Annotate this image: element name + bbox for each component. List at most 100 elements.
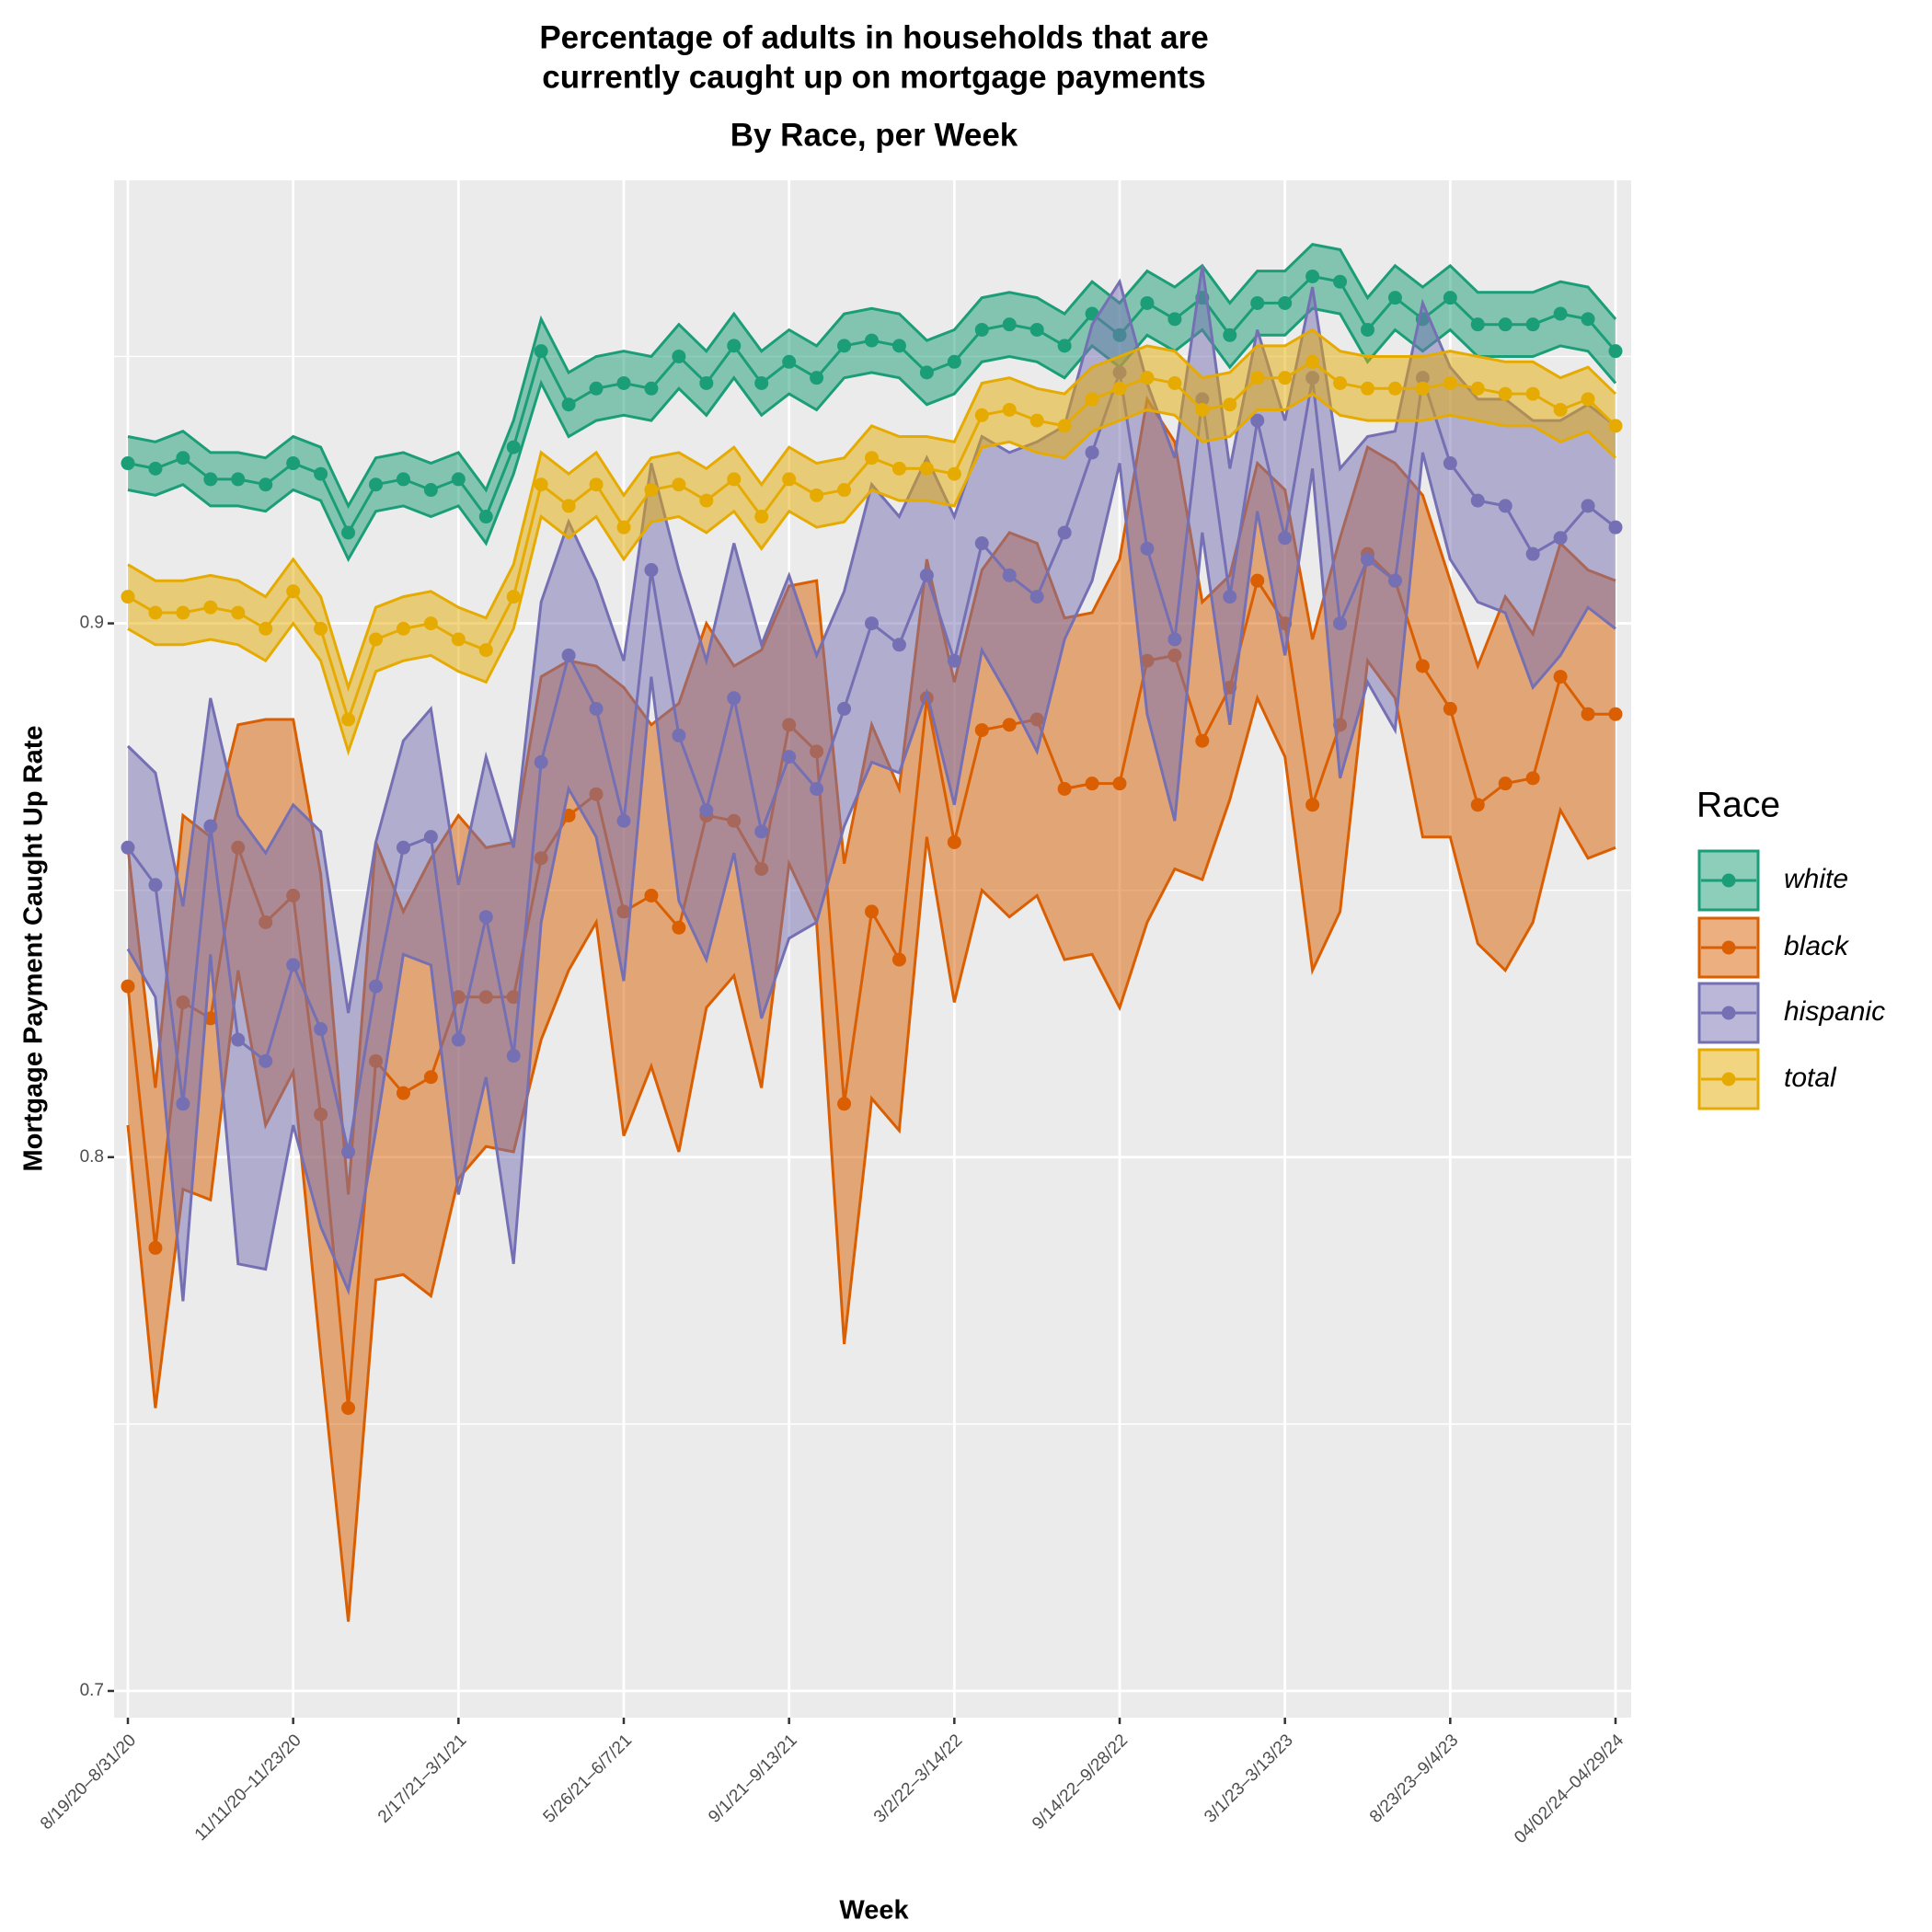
data-point [1608, 344, 1623, 359]
data-point [1553, 306, 1568, 321]
data-point [616, 375, 631, 390]
data-point [1581, 392, 1595, 407]
legend-label: hispanic [1784, 996, 1885, 1027]
data-point [396, 472, 410, 487]
legend-label: white [1784, 864, 1848, 894]
band-lower-edge [127, 392, 1617, 756]
data-point [1443, 291, 1457, 305]
data-point [947, 354, 961, 369]
legend-key-point [1721, 940, 1736, 955]
data-point [837, 483, 852, 498]
data-point [423, 830, 438, 845]
data-point [947, 834, 961, 849]
band-lower-edge [126, 452, 1616, 1302]
data-point [451, 632, 466, 647]
data-point [1085, 445, 1099, 460]
data-point [1057, 781, 1072, 796]
data-point [1333, 616, 1348, 631]
data-point [1608, 520, 1623, 535]
confidence-band [128, 329, 1616, 752]
data-point [1498, 386, 1512, 401]
data-point [1333, 375, 1348, 390]
data-point [810, 781, 824, 796]
data-point [1415, 381, 1430, 396]
legend-key-point [1721, 1006, 1736, 1020]
data-point [919, 461, 934, 476]
data-point [1085, 776, 1099, 791]
data-point [672, 728, 686, 742]
data-point [782, 472, 797, 487]
data-point [286, 456, 301, 471]
data-point [1525, 317, 1540, 332]
data-point [506, 440, 521, 454]
data-point [341, 712, 356, 727]
data-point [259, 477, 273, 492]
legend-key-point [1721, 873, 1736, 888]
data-point [506, 1049, 521, 1064]
data-point [672, 349, 686, 363]
data-point [1167, 632, 1182, 647]
data-point [782, 750, 797, 765]
plot-area [121, 242, 1623, 1622]
data-point [865, 904, 879, 919]
data-point [616, 813, 631, 828]
data-point [1470, 317, 1485, 332]
data-point [1112, 776, 1127, 791]
data-point [891, 339, 906, 353]
data-point [341, 525, 356, 540]
data-point [203, 819, 218, 834]
band-upper-edge [127, 328, 1617, 693]
data-point [203, 472, 218, 487]
data-point [396, 621, 410, 636]
data-point [534, 477, 548, 492]
data-point [1250, 295, 1265, 310]
data-point [423, 483, 438, 498]
data-point [1250, 573, 1265, 588]
data-point [1085, 392, 1099, 407]
data-point [1361, 552, 1374, 567]
data-point [1195, 733, 1210, 748]
data-point [1525, 386, 1540, 401]
data-point [616, 520, 631, 535]
legend-label: black [1784, 931, 1850, 961]
data-point [837, 701, 852, 716]
data-point [1443, 701, 1457, 716]
data-point [176, 451, 190, 466]
data-point [782, 354, 797, 369]
data-point [891, 461, 906, 476]
data-point [1387, 381, 1402, 396]
data-point [1057, 525, 1072, 540]
data-point [314, 621, 328, 636]
data-point [974, 322, 989, 337]
data-point [369, 632, 383, 647]
data-point [1470, 798, 1485, 812]
x-axis-label: Week [839, 1896, 909, 1926]
confidence-band [128, 265, 1616, 1302]
data-point [203, 1011, 218, 1026]
data-point [974, 536, 989, 551]
data-point [451, 1032, 466, 1047]
data-point [1278, 371, 1293, 385]
data-point [231, 605, 246, 620]
data-point [314, 466, 328, 481]
y-tick-label: 0.7 [80, 1681, 104, 1700]
legend-label: total [1784, 1063, 1837, 1093]
data-point [121, 840, 135, 855]
data-point [148, 1240, 163, 1255]
chart-title: Percentage of adults in households that … [539, 19, 1208, 55]
data-point [148, 461, 163, 476]
data-point [1361, 381, 1374, 396]
data-point [121, 979, 135, 994]
data-point [1415, 659, 1430, 673]
data-point [1029, 590, 1044, 604]
data-point [1167, 375, 1182, 390]
data-point [699, 493, 714, 508]
data-point [727, 691, 742, 706]
data-point [1581, 312, 1595, 327]
data-point [1002, 317, 1017, 332]
data-point [1223, 328, 1237, 342]
data-point [286, 958, 301, 972]
data-point [1498, 499, 1512, 513]
y-tick-label: 0.8 [80, 1147, 104, 1167]
data-point [314, 1022, 328, 1037]
